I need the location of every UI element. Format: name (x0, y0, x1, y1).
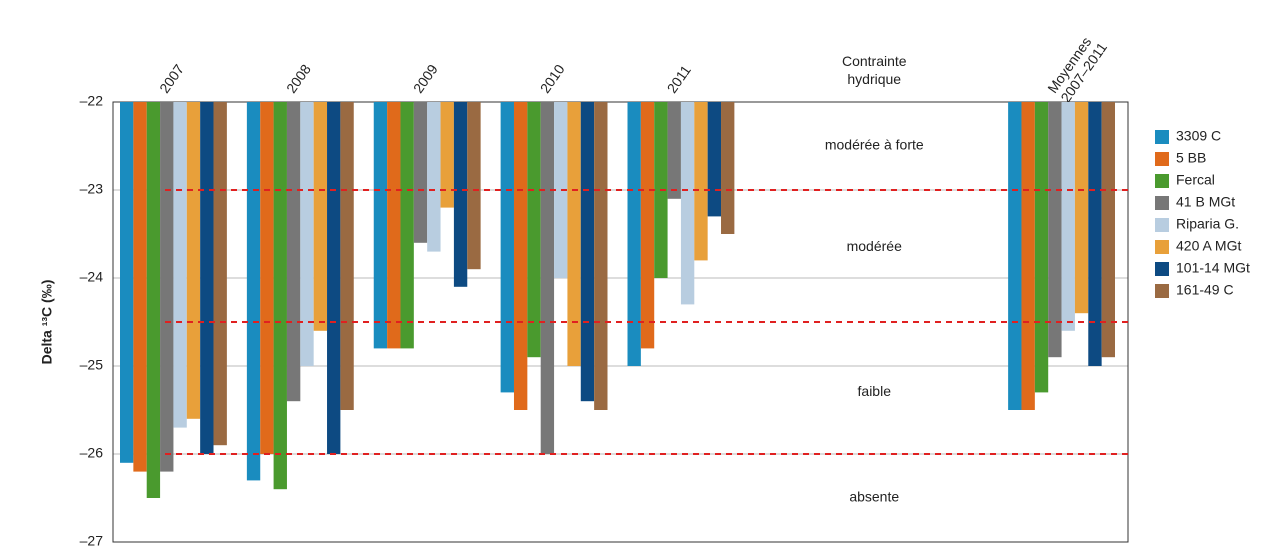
bar (146, 102, 161, 498)
bar (413, 102, 428, 243)
bar (427, 102, 441, 252)
x-tick-label: 2007 (156, 61, 187, 96)
bar (340, 102, 354, 410)
bar (1088, 102, 1102, 366)
bar (387, 102, 401, 349)
bar (527, 102, 541, 358)
bar (567, 102, 581, 366)
legend-swatch (1155, 152, 1169, 166)
zone-label: modérée à forte (825, 137, 924, 153)
x-tick-label: Moyennes2007–2011 (1044, 30, 1110, 105)
legend-label: Riparia G. (1176, 216, 1239, 232)
bar (133, 102, 147, 472)
bar (286, 102, 301, 402)
bar (467, 102, 481, 270)
bar (173, 102, 187, 428)
zone-label: absente (849, 489, 899, 505)
bar (1008, 102, 1022, 410)
bar (440, 102, 454, 208)
x-tick-label: 2009 (410, 61, 441, 96)
y-tick-label: –24 (80, 269, 104, 285)
legend-swatch (1155, 240, 1169, 254)
x-tick-label: 2008 (283, 61, 314, 96)
bar (246, 102, 261, 481)
bar (1074, 102, 1089, 314)
legend-label: 420 A MGt (1176, 238, 1241, 254)
bar (453, 102, 468, 287)
legend-swatch (1155, 174, 1169, 188)
bar (594, 102, 608, 410)
bar (327, 102, 341, 454)
legend-label: 41 B MGt (1176, 194, 1235, 210)
bar (1101, 102, 1115, 358)
y-tick-label: –26 (80, 445, 104, 461)
bar (640, 102, 655, 349)
annotation: Contrainte hydrique (842, 53, 907, 87)
legend-swatch (1155, 130, 1169, 144)
bar (1048, 102, 1062, 358)
legend-label: 101-14 MGt (1176, 260, 1250, 276)
zone-label: faible (858, 383, 892, 399)
bar (667, 102, 681, 199)
x-tick-label: 2011 (663, 62, 693, 96)
bar (186, 102, 201, 419)
y-tick-label: –23 (80, 181, 104, 197)
legend-label: 3309 C (1176, 128, 1221, 144)
bar (540, 102, 555, 454)
bar (627, 102, 641, 366)
bar (513, 102, 528, 410)
bar (160, 102, 174, 472)
legend-swatch (1155, 284, 1169, 298)
x-tick-label: 2010 (536, 61, 567, 96)
bar (580, 102, 595, 402)
legend-swatch (1155, 218, 1169, 232)
bar (213, 102, 227, 446)
bar (1021, 102, 1035, 410)
y-axis-label: Delta ¹³C (‰) (39, 280, 55, 365)
legend-label: 5 BB (1176, 150, 1206, 166)
bar (273, 102, 287, 490)
zone-label: modérée (847, 238, 902, 254)
y-tick-label: –27 (80, 533, 104, 547)
legend-label: Fercal (1176, 172, 1215, 188)
bar (554, 102, 568, 278)
y-tick-label: –25 (80, 357, 104, 373)
bar (300, 102, 314, 366)
bar (373, 102, 388, 349)
legend-swatch (1155, 262, 1169, 276)
y-tick-label: –22 (80, 93, 104, 109)
bar (500, 102, 514, 393)
bar (707, 102, 722, 217)
bar (200, 102, 214, 454)
legend-label: 161-49 C (1176, 282, 1234, 298)
bar (313, 102, 328, 331)
bar (260, 102, 274, 454)
bar (120, 102, 134, 463)
bar (721, 102, 735, 234)
bar (1061, 102, 1075, 331)
bar (1034, 102, 1049, 393)
bar (694, 102, 708, 261)
bar (680, 102, 695, 305)
legend-swatch (1155, 196, 1169, 210)
bar (400, 102, 414, 349)
